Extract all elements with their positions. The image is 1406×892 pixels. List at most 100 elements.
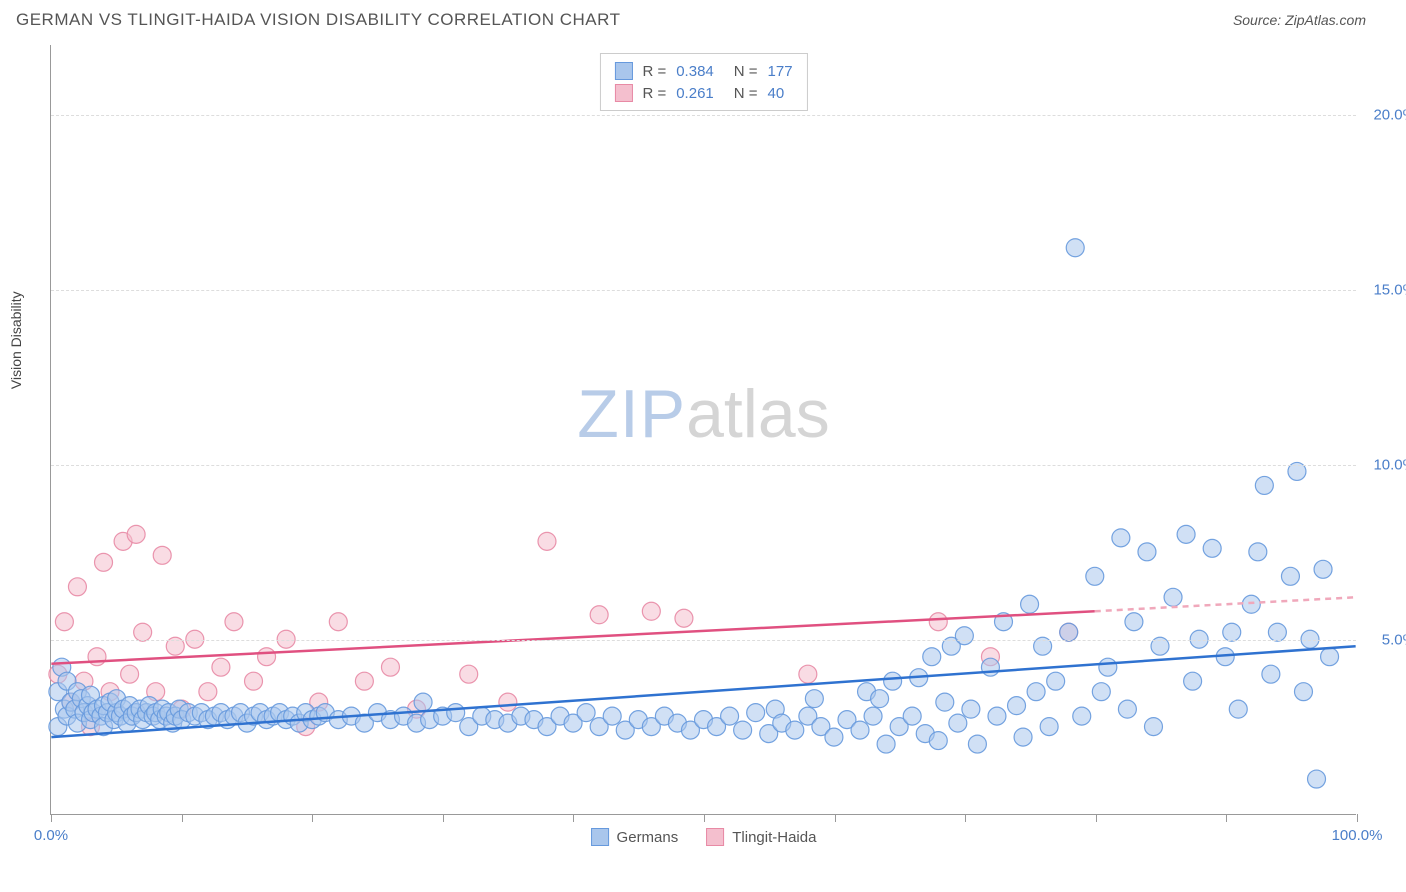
data-point [1112,529,1130,547]
trend-line [1095,597,1356,611]
data-point [864,707,882,725]
data-point [590,606,608,624]
data-point [1066,239,1084,257]
legend-swatch-tlingit [706,828,724,846]
x-tick-label: 0.0% [34,827,68,844]
data-point [968,735,986,753]
data-point [1203,539,1221,557]
data-point [1229,700,1247,718]
data-point [642,602,660,620]
data-point [955,627,973,645]
y-tick-label: 5.0% [1382,632,1406,649]
data-point [988,707,1006,725]
y-axis-label: Vision Disability [8,291,24,389]
y-tick-label: 20.0% [1373,107,1406,124]
data-point [88,648,106,666]
y-tick-label: 10.0% [1373,457,1406,474]
data-point [1321,648,1339,666]
data-point [1138,543,1156,561]
x-tick [835,814,836,822]
source-label: Source: ZipAtlas.com [1233,12,1366,28]
x-tick [443,814,444,822]
x-tick [1226,814,1227,822]
data-point [1073,707,1091,725]
data-point [225,613,243,631]
data-point [903,707,921,725]
data-point [127,525,145,543]
x-tick [704,814,705,822]
data-point [1027,683,1045,701]
data-point [1125,613,1143,631]
data-point [871,690,889,708]
gridline [51,640,1356,641]
data-point [1040,718,1058,736]
data-point [538,532,556,550]
data-point [799,665,817,683]
data-point [258,648,276,666]
legend-item-germans: Germans [591,828,679,846]
legend-item-tlingit: Tlingit-Haida [706,828,816,846]
data-point [499,693,517,711]
data-point [1092,683,1110,701]
data-point [121,665,139,683]
data-point [1314,560,1332,578]
data-point [936,693,954,711]
data-point [1177,525,1195,543]
series-legend: Germans Tlingit-Haida [591,828,817,846]
data-point [1021,595,1039,613]
data-point [929,732,947,750]
data-point [929,613,947,631]
data-point [825,728,843,746]
data-point [1060,623,1078,641]
data-point [199,683,217,701]
data-point [1249,543,1267,561]
data-point [1118,700,1136,718]
data-point [1008,697,1026,715]
data-point [414,693,432,711]
data-point [1099,658,1117,676]
x-tick [965,814,966,822]
data-point [1242,595,1260,613]
data-point [981,658,999,676]
data-point [245,672,263,690]
x-tick [51,814,52,822]
data-point [381,658,399,676]
legend-label-tlingit: Tlingit-Haida [732,829,816,846]
x-tick [1096,814,1097,822]
data-point [1164,588,1182,606]
data-point [721,707,739,725]
data-point [1268,623,1286,641]
data-point [877,735,895,753]
data-point [1144,718,1162,736]
data-point [134,623,152,641]
data-point [786,721,804,739]
chart-area: Vision Disability ZIPatlas R = 0.384 N =… [50,45,1356,815]
x-tick [573,814,574,822]
data-point [734,721,752,739]
x-tick-label: 100.0% [1332,827,1383,844]
data-point [1184,672,1202,690]
data-point [1047,672,1065,690]
data-point [603,707,621,725]
chart-header: GERMAN VS TLINGIT-HAIDA VISION DISABILIT… [0,0,1406,30]
gridline [51,290,1356,291]
data-point [1014,728,1032,746]
data-point [1255,476,1273,494]
data-point [68,578,86,596]
data-point [153,546,171,564]
data-point [95,553,113,571]
plot-svg [51,45,1356,814]
y-tick-label: 15.0% [1373,282,1406,299]
data-point [355,672,373,690]
x-tick [312,814,313,822]
data-point [923,648,941,666]
data-point [851,721,869,739]
x-tick [1357,814,1358,822]
legend-swatch-germans [591,828,609,846]
data-point [949,714,967,732]
x-tick [182,814,183,822]
gridline [51,115,1356,116]
data-point [805,690,823,708]
data-point [1262,665,1280,683]
data-point [884,672,902,690]
